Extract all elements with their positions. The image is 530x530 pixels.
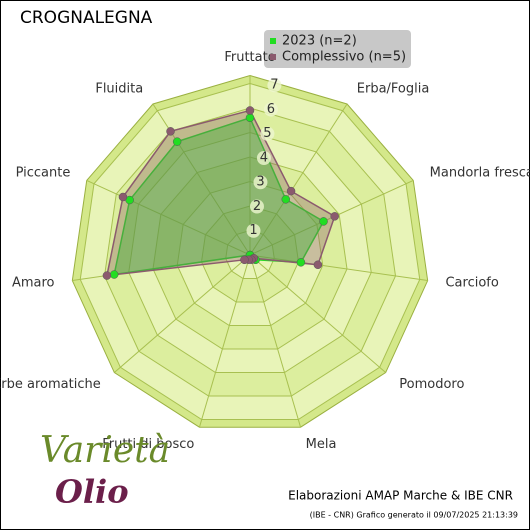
data-point (240, 255, 249, 265)
r-tick-label: 2 (253, 199, 261, 214)
data-point (118, 192, 128, 202)
axis-label: Fruttato (224, 50, 275, 65)
tick-bg (260, 126, 275, 141)
footer: Elaborazioni AMAP Marche & IBE CNR (288, 489, 513, 503)
r-tick-label: 4 (260, 150, 268, 165)
data-point (313, 260, 323, 270)
axis-label: Carciofo (445, 276, 498, 291)
tick-bg (246, 223, 261, 238)
axis-label: Amaro (12, 276, 55, 291)
data-point (281, 195, 291, 204)
axis-spoke (198, 254, 251, 428)
r-tick-label: 5 (263, 126, 271, 141)
tick-bg (253, 175, 268, 190)
data-point (286, 186, 296, 196)
data-point (172, 137, 182, 146)
r-tick-label: 3 (256, 175, 264, 190)
axis-spoke (86, 179, 251, 256)
data-point (166, 127, 175, 136)
data-point (330, 212, 339, 221)
axis-label: Erba/Foglia (357, 81, 430, 96)
axis-label: Mela (306, 437, 337, 452)
data-point (102, 271, 112, 280)
chart-title: CROGNALEGNA (20, 8, 153, 28)
axis-label: Mandorla fresca (430, 165, 530, 180)
r-tick-label: 6 (267, 102, 275, 117)
logo-text: Varietà (40, 430, 170, 471)
data-point (245, 106, 255, 115)
data-point (109, 270, 119, 279)
r-tick-label: 7 (270, 78, 278, 93)
axis-spoke (114, 254, 251, 373)
logo-text: Olio (55, 473, 129, 511)
tick-bg (256, 150, 271, 165)
axis-label: Fluidita (95, 81, 143, 96)
r-tick-label: 1 (249, 223, 257, 238)
plot: Fruttato Erba/Foglia Mandorla fresca Carcio… (0, 50, 530, 452)
data-point (296, 258, 306, 267)
data-point (245, 113, 255, 123)
axis-label: Pomodoro (399, 377, 464, 392)
tick-bg (267, 78, 282, 93)
footnote: (IBE - CNR) Grafico generato il 09/07/20… (310, 511, 518, 520)
legend-swatch (270, 54, 276, 60)
axis-spoke (249, 254, 302, 428)
legend-swatch (270, 38, 276, 44)
axis-label: Frutti di bosco (102, 437, 194, 452)
tick-bg (263, 102, 278, 117)
axis-label: Piccante (16, 165, 71, 180)
axis-label: Erbe aromatiche (0, 377, 101, 392)
axis-spoke (249, 254, 386, 373)
axis-spoke (249, 103, 348, 256)
legend-label: 2023 (n=2) (282, 34, 357, 49)
legend-label: Complessivo (n=5) (282, 50, 406, 65)
tick-bg (249, 199, 264, 214)
axis-spoke (249, 254, 428, 282)
data-point (319, 217, 328, 226)
legend-box (264, 30, 411, 68)
